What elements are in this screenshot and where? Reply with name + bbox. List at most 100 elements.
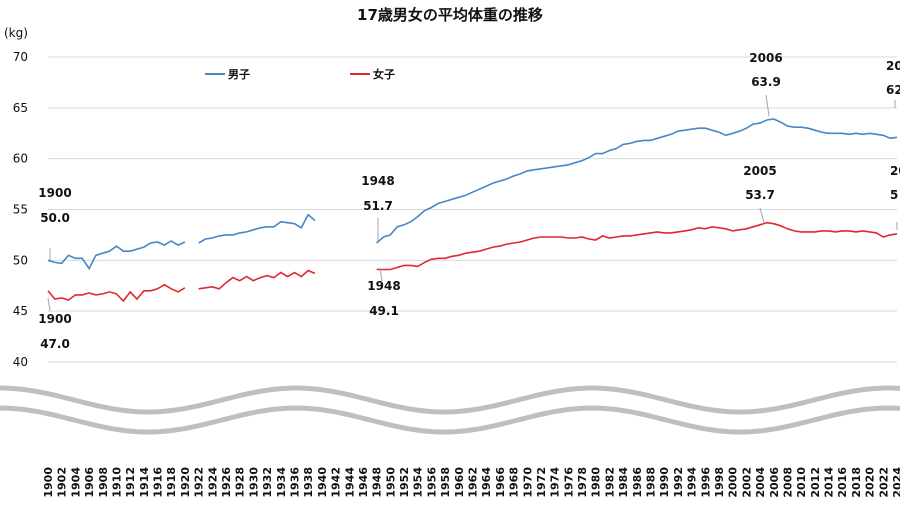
x-tick-label: 1916: [152, 467, 165, 498]
annotation-value: 51.7: [363, 199, 393, 213]
x-tick-label: 1900: [42, 467, 55, 498]
annotation-year: 2005: [743, 164, 776, 178]
x-tick-label: 1940: [316, 467, 329, 498]
chart-title: 17歳男女の平均体重の推移: [357, 6, 543, 24]
legend: 男子 女子: [205, 67, 395, 81]
x-tick-label: 2022: [877, 467, 890, 498]
x-tick-label: 2018: [850, 467, 863, 498]
x-tick-label: 1934: [275, 467, 288, 498]
annotations: 1900 50.0 1900 47.0 1948 51.7 1948 49.1 2006 63.9…: [38, 51, 900, 351]
x-tick-label: 1994: [686, 467, 699, 498]
gridlines: [48, 56, 897, 363]
x-tick-label: 1946: [357, 467, 370, 498]
x-tick-label: 1992: [672, 467, 685, 498]
series-line: [198, 269, 316, 290]
annotation-leader: [765, 94, 770, 117]
x-tick-label: 1976: [562, 467, 575, 498]
series-line: [198, 213, 316, 244]
x-tick-label: 2000: [727, 467, 740, 498]
legend-label: 女子: [373, 67, 395, 81]
series-line: [376, 221, 898, 271]
y-tick-label: 60: [13, 152, 28, 166]
x-tick-label: 1942: [330, 467, 343, 498]
x-tick-label: 2002: [740, 467, 753, 498]
x-tick-label: 1974: [549, 467, 562, 498]
annotation-value: 5: [890, 188, 898, 202]
annotation-year: 1948: [367, 279, 400, 293]
data-annotation: 20 5: [890, 164, 900, 230]
x-tick-label: 1920: [179, 467, 192, 498]
data-annotation: 1900 50.0: [38, 186, 72, 260]
x-tick-label: 1972: [535, 467, 548, 498]
x-tick-label: 1998: [713, 467, 726, 498]
x-tick-label: 1918: [165, 467, 178, 498]
series-女子: [47, 221, 898, 303]
annotation-year: 1900: [38, 312, 71, 326]
x-tick-label: 2014: [823, 467, 836, 498]
x-tick-label: 1978: [576, 467, 589, 498]
x-tick-label: 2010: [795, 467, 808, 498]
annotation-value: 62: [886, 83, 900, 97]
x-tick-label: 1906: [83, 467, 96, 498]
series-line: [376, 118, 898, 244]
x-tick-label: 1988: [645, 467, 658, 498]
legend-label: 男子: [228, 68, 250, 81]
y-tick-label: 65: [13, 101, 28, 115]
break-wave-line: [0, 385, 900, 415]
series-lines: [47, 118, 898, 303]
y-tick-label: 40: [13, 355, 28, 369]
x-tick-label: 1910: [110, 467, 123, 498]
annotation-leader: [47, 297, 51, 312]
x-tick-label: 1996: [699, 467, 712, 498]
y-tick-label: 45: [13, 304, 28, 318]
series-男子: [47, 118, 898, 271]
y-tick-label: 55: [13, 203, 28, 217]
x-tick-label: 1982: [603, 467, 616, 498]
x-tick-label: 1956: [425, 467, 438, 498]
y-axis-ticks: 40 45 50 55 60 65 70: [13, 50, 28, 369]
y-tick-label: 50: [13, 253, 28, 267]
x-tick-label: 1964: [480, 467, 493, 498]
x-tick-label: 2004: [754, 467, 767, 498]
x-tick-label: 1928: [234, 467, 247, 498]
break-wave-line: [0, 405, 900, 435]
annotation-value: 49.1: [369, 304, 399, 318]
x-tick-label: 1912: [124, 467, 137, 498]
y-axis-unit: (kg): [4, 26, 28, 40]
x-tick-label: 1932: [261, 467, 274, 498]
series-line: [47, 283, 186, 303]
annotation-value: 47.0: [40, 337, 70, 351]
x-tick-label: 2020: [864, 467, 877, 498]
x-tick-label: 2006: [768, 467, 781, 498]
x-tick-label: 1926: [220, 467, 233, 498]
x-tick-label: 1950: [384, 467, 397, 498]
data-annotation: 1900 47.0: [38, 297, 72, 351]
x-tick-label: 1960: [453, 467, 466, 498]
data-annotation: 1948 51.7: [361, 174, 395, 241]
axis-break-wave: [0, 385, 900, 435]
x-tick-label: 1958: [439, 467, 452, 498]
annotation-value: 63.9: [751, 75, 781, 89]
y-tick-label: 70: [13, 50, 28, 64]
x-tick-label: 1980: [590, 467, 603, 498]
x-tick-label: 1984: [617, 467, 630, 498]
x-tick-label: 2024: [891, 467, 900, 498]
x-tick-label: 1902: [56, 467, 69, 498]
x-tick-label: 1986: [631, 467, 644, 498]
x-tick-label: 1922: [193, 467, 206, 498]
x-tick-label: 1930: [247, 467, 260, 498]
x-tick-label: 1908: [97, 467, 110, 498]
x-tick-label: 1914: [138, 467, 151, 498]
annotation-year: 20: [890, 164, 900, 178]
x-tick-label: 1968: [508, 467, 521, 498]
series-line: [47, 240, 186, 271]
x-tick-label: 1990: [658, 467, 671, 498]
annotation-year: 2006: [749, 51, 782, 65]
annotation-year: 1900: [38, 186, 71, 200]
x-tick-label: 1954: [412, 467, 425, 498]
x-tick-label: 1938: [302, 467, 315, 498]
x-tick-label: 1952: [398, 467, 411, 498]
data-annotation: 2006 63.9: [749, 51, 783, 117]
x-tick-label: 1948: [371, 467, 384, 498]
